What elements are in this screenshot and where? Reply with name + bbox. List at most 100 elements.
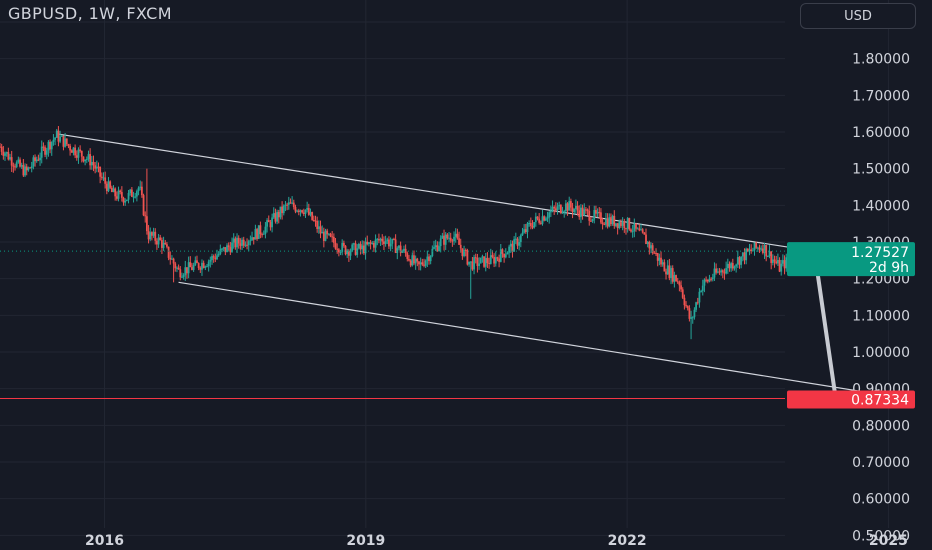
chart-grid	[0, 0, 889, 536]
candle-body	[342, 242, 345, 246]
candle-body	[419, 262, 422, 265]
candle-body	[217, 253, 220, 256]
candle-body	[366, 241, 369, 245]
candle-body	[673, 275, 676, 282]
candle-body	[191, 267, 193, 270]
candle-body	[731, 263, 734, 269]
candle-body	[145, 216, 148, 232]
candle-body	[718, 271, 721, 273]
candle-body	[316, 220, 319, 230]
candle-body	[272, 213, 275, 218]
candle-body	[34, 157, 36, 162]
candle-body	[369, 242, 372, 244]
candle-body	[758, 247, 761, 250]
candle-body	[398, 245, 400, 249]
candle-body	[650, 245, 652, 249]
candle-body	[781, 260, 784, 264]
candle-body	[117, 190, 120, 199]
candle-body	[640, 229, 642, 231]
candle-body	[292, 202, 295, 208]
y-tick-label: 0.70000	[852, 455, 910, 471]
candle-body	[291, 202, 294, 204]
candle-body	[721, 270, 724, 273]
candle-body	[127, 193, 130, 200]
candle-body	[284, 204, 287, 206]
candle-body	[646, 241, 649, 245]
candle-body	[294, 207, 297, 212]
candle-body	[546, 217, 549, 219]
candle-body	[748, 249, 751, 252]
candle-body	[471, 261, 474, 270]
candle-body	[643, 232, 646, 235]
candle-body	[12, 165, 15, 167]
candle-body	[352, 243, 355, 245]
candle-body	[347, 250, 350, 256]
candle-body	[277, 211, 280, 218]
candle-body	[663, 262, 666, 272]
y-tick-label: 1.50000	[852, 162, 910, 178]
candle-body	[529, 223, 532, 226]
candle-body	[242, 239, 245, 246]
candle-body	[523, 229, 526, 233]
y-tick-label: 1.80000	[852, 52, 910, 68]
candle-body	[314, 220, 317, 222]
candle-body	[197, 263, 200, 268]
candle-body	[743, 252, 746, 261]
candle-body	[379, 238, 382, 241]
candle-body	[641, 229, 644, 233]
candle-body	[745, 248, 748, 261]
candle-body	[406, 253, 409, 259]
candle-body	[319, 226, 322, 234]
candle-body	[25, 166, 28, 171]
candle-body	[498, 258, 501, 262]
currency-button[interactable]: USD	[800, 3, 916, 29]
candle-body	[675, 275, 677, 282]
candle-body	[110, 187, 113, 193]
candle-body	[581, 207, 584, 216]
candle-body	[363, 245, 365, 254]
candle-body	[79, 149, 82, 151]
candle-body	[50, 141, 53, 150]
channel-upper-line	[56, 133, 815, 252]
candle-body	[453, 236, 455, 242]
candle-body	[94, 165, 97, 169]
candle-body	[573, 208, 576, 212]
arrow-shaft	[812, 249, 839, 404]
candle-body	[770, 251, 773, 263]
candle-body	[543, 216, 546, 221]
candle-body	[428, 256, 430, 262]
candle-body	[785, 257, 788, 269]
candle-body	[256, 229, 258, 239]
candle-body	[326, 230, 329, 235]
candle-body	[77, 149, 80, 158]
candle-body	[481, 256, 484, 258]
bar-countdown: 2d 9h	[869, 260, 909, 276]
candle-body	[705, 279, 708, 281]
candle-body	[286, 204, 289, 206]
candle-body	[234, 238, 237, 248]
candle-body	[553, 206, 556, 209]
candle-body	[638, 228, 641, 231]
candle-body	[566, 203, 569, 211]
candle-body	[80, 150, 83, 157]
candle-body	[686, 306, 689, 309]
y-tick-label: 0.60000	[852, 492, 910, 508]
candle-body	[357, 243, 360, 249]
candle-body	[773, 259, 776, 262]
candle-body	[760, 248, 763, 250]
candle-body	[648, 241, 651, 249]
candle-body	[421, 262, 424, 265]
candle-body	[700, 290, 702, 292]
candle-body	[578, 210, 581, 218]
candle-body	[149, 232, 152, 240]
candle-body	[544, 218, 547, 221]
candle-body	[726, 263, 729, 269]
candle-body	[424, 260, 427, 266]
candle-body	[601, 222, 604, 225]
candle-body	[92, 161, 95, 166]
candle-body	[5, 152, 8, 154]
candle-body	[631, 231, 634, 233]
candle-body	[132, 196, 135, 198]
y-tick-label: 0.80000	[852, 418, 910, 434]
